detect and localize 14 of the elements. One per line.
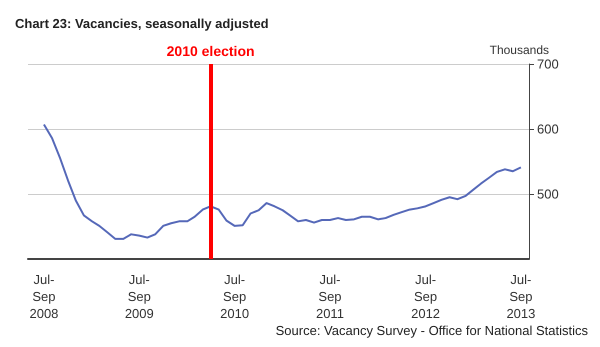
y-tick-label: 500 [537, 186, 559, 202]
y-tick-label: 700 [537, 56, 559, 72]
x-tick-label: Jul-Sep 2010 [220, 272, 250, 321]
x-tick-label: Jul-Sep 2012 [411, 272, 440, 321]
y-tick-label: 600 [537, 122, 559, 136]
source-note: Source: Vacancy Survey - Office for National Statistics [276, 323, 588, 338]
x-tick-label: Jul-Sep 2013 [506, 272, 536, 321]
y-axis-title: Thousands [490, 43, 549, 57]
x-tick-label: Jul-Sep 2008 [29, 272, 58, 321]
x-tick-label: Jul-Sep 2011 [316, 272, 344, 321]
ref-line-label: 2010 election [166, 43, 255, 59]
chart-title: Chart 23: Vacancies, seasonally adjusted [15, 16, 269, 31]
line-series [42, 123, 522, 240]
x-tick-label: Jul-Sep 2009 [124, 272, 154, 321]
